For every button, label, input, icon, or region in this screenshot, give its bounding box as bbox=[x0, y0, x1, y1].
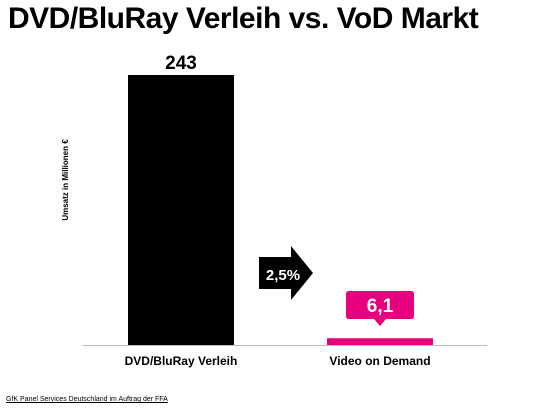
data-label-dvd-bluray: 243 bbox=[165, 53, 197, 74]
chart-title: DVD/BluRay Verleih vs. VoD Markt bbox=[8, 2, 479, 35]
callout-bubble bbox=[346, 291, 414, 326]
y-axis-label: Umsatz in Millionen € bbox=[61, 139, 70, 221]
growth-arrow-label: 2,5% bbox=[266, 267, 300, 284]
data-label-video-on-demand: 6,1 bbox=[367, 296, 394, 317]
data-label-video-on-demand-callout: 6,1 bbox=[346, 291, 414, 326]
arrow-right-icon bbox=[259, 246, 313, 300]
bar-dvd-bluray bbox=[128, 75, 234, 345]
bar-video-on-demand bbox=[327, 338, 433, 345]
growth-arrow-annotation: 2,5% bbox=[259, 246, 313, 300]
x-tick-label-video-on-demand: Video on Demand bbox=[329, 354, 430, 368]
source-note: GfK Panel Services Deutschland im Auftra… bbox=[6, 396, 168, 403]
x-tick-label-dvd-bluray: DVD/BluRay Verleih bbox=[125, 354, 238, 368]
